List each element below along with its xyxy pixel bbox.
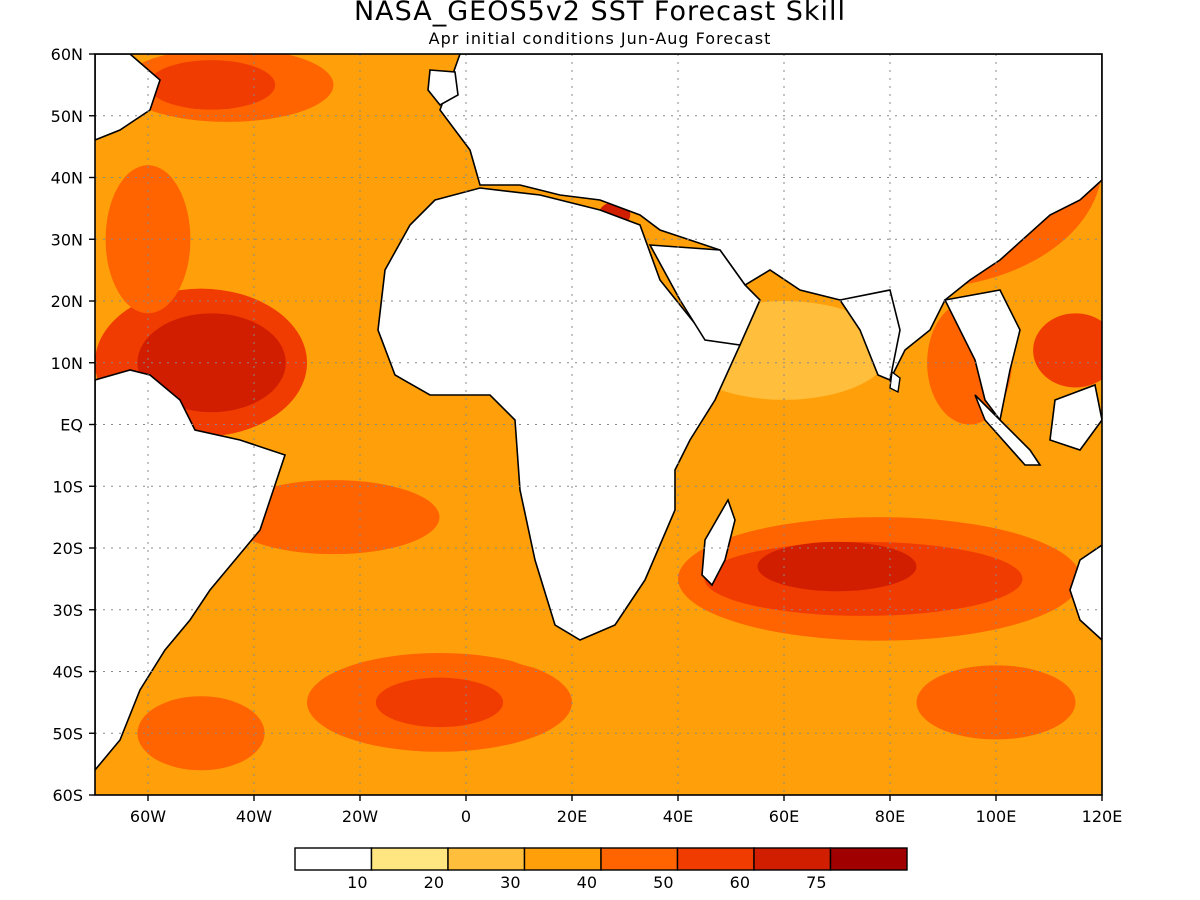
axis-ticks: 60N 50N 40N 30N 20N 10N EQ 10S 20S 30S 40S 50S 60S 60… — [51, 45, 1123, 826]
north-america-landmass — [95, 54, 161, 141]
lat-tick-label: 10S — [52, 477, 83, 496]
se-asia-landmass — [943, 289, 1021, 422]
colorbar-label: 40 — [577, 873, 597, 892]
india-landmass — [838, 289, 901, 382]
skill-region — [148, 60, 276, 110]
eurasia-landmass — [439, 54, 1102, 382]
colorbar-swatch — [370, 847, 449, 871]
lat-tick-label: 30N — [51, 230, 83, 249]
skill-region — [227, 480, 440, 555]
lon-tick-label: 60E — [769, 807, 799, 826]
colorbar-label: 75 — [806, 873, 826, 892]
colorbar-label: 50 — [653, 873, 673, 892]
lat-tick-label: 20S — [52, 539, 83, 558]
skill-region — [375, 677, 504, 728]
lat-tick-label: 30S — [52, 601, 83, 620]
skill-region — [757, 541, 917, 592]
lon-tick-label: 0 — [461, 807, 471, 826]
graticule — [95, 54, 1102, 795]
colorbar-swatch — [753, 847, 832, 871]
colorbar-label: 30 — [500, 873, 520, 892]
africa-landmass — [377, 187, 742, 641]
colorbar-label: 60 — [730, 873, 750, 892]
lon-tick-label: 100E — [976, 807, 1017, 826]
lat-tick-label: 20N — [51, 292, 83, 311]
borneo-landmass — [1049, 383, 1102, 451]
colorbar-swatch — [600, 847, 679, 871]
lat-tick-label: 40S — [52, 663, 83, 682]
colorbar-label: 10 — [347, 873, 367, 892]
lon-tick-label: 120E — [1082, 807, 1123, 826]
lon-tick-label: 20W — [342, 807, 378, 826]
lat-tick-label: 60N — [51, 45, 83, 64]
colorbar-swatch — [294, 847, 373, 871]
madagascar-landmass — [701, 498, 736, 587]
lat-tick-label: 10N — [51, 354, 83, 373]
lat-tick-label: 50N — [51, 107, 83, 126]
lat-tick-label: EQ — [60, 416, 83, 435]
colorbar-swatch — [447, 847, 526, 871]
lon-tick-label: 60W — [130, 807, 166, 826]
lat-tick-label: 60S — [52, 786, 83, 805]
skill-region — [1033, 313, 1102, 388]
skill-region — [784, 708, 890, 783]
colorbar-swatch — [676, 847, 755, 871]
sri-lanka-landmass — [889, 370, 901, 394]
lon-tick-label: 20E — [557, 807, 587, 826]
colorbar: 10 20 30 40 50 60 75 — [294, 847, 908, 892]
colorbar-swatch — [829, 847, 908, 871]
colorbar-swatch — [523, 847, 602, 871]
british-isles-landmass — [427, 69, 459, 107]
south-america-landmass — [95, 369, 287, 772]
lat-tick-label: 40N — [51, 169, 83, 188]
skill-region — [137, 313, 286, 413]
colorbar-label: 20 — [424, 873, 444, 892]
sumatra-landmass — [974, 394, 1042, 466]
land-masses — [95, 54, 1102, 772]
lon-tick-label: 80E — [875, 807, 905, 826]
chart-title: NASA_GEOS5v2 SST Forecast Skill — [353, 0, 847, 27]
australia-landmass — [1069, 544, 1102, 642]
lat-tick-label: 50S — [52, 724, 83, 743]
chart-subtitle: Apr initial conditions Jun-Aug Forecast — [428, 29, 772, 48]
lon-tick-label: 40E — [663, 807, 693, 826]
lon-tick-label: 40W — [236, 807, 272, 826]
